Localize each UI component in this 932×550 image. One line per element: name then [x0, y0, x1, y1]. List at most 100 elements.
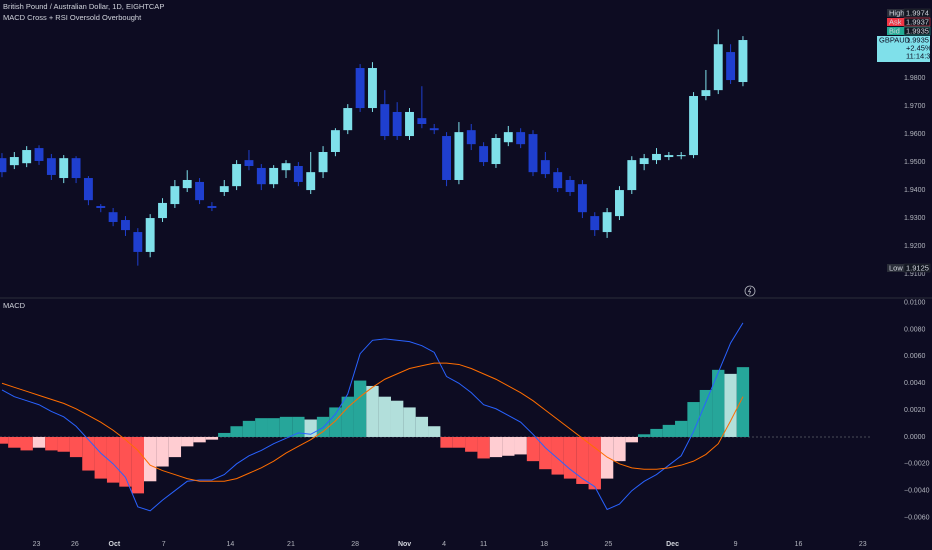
- histogram-bar: [563, 436, 577, 479]
- histogram-bar: [736, 367, 750, 437]
- badge-label-box: [887, 264, 904, 272]
- candle-body: [207, 206, 217, 208]
- candle-body: [528, 134, 538, 173]
- candle-body: [318, 151, 328, 173]
- candle-body: [232, 164, 242, 187]
- histogram-bar: [242, 420, 256, 437]
- x-tick-label: 21: [287, 541, 295, 548]
- histogram-bar: [502, 436, 515, 456]
- histogram-bar: [218, 432, 231, 437]
- histogram-bar: [181, 436, 194, 447]
- badge-value: 1.9125: [906, 263, 929, 272]
- candle-body: [738, 40, 748, 83]
- candle-body: [158, 202, 167, 219]
- replay-icon[interactable]: [744, 285, 756, 297]
- candle-body: [429, 128, 439, 131]
- indicator-line: [1, 362, 744, 482]
- histogram-bar: [230, 426, 243, 437]
- histogram-bar: [69, 436, 83, 458]
- candle-body: [368, 68, 377, 109]
- y-tick-label: 0.0000: [904, 434, 926, 441]
- candle-body: [602, 212, 612, 233]
- histogram-bar: [32, 436, 46, 448]
- candle-body: [577, 184, 587, 213]
- badge-value: 1.9937: [906, 17, 929, 26]
- histogram-bar: [724, 373, 737, 437]
- indicator-line: [1, 322, 744, 512]
- macd-title: MACD: [3, 301, 26, 310]
- candle-body: [34, 148, 44, 161]
- y-tick-label: 1.9500: [904, 159, 926, 166]
- candle-body: [553, 172, 563, 189]
- badge-value: 1.9974: [906, 8, 929, 17]
- histogram-bar: [94, 436, 107, 479]
- candle-body: [306, 172, 316, 191]
- x-tick-label: 23: [33, 541, 41, 548]
- candles: [0, 29, 748, 266]
- histogram-bar: [168, 436, 182, 458]
- histogram-bar: [662, 424, 676, 437]
- candle-body: [615, 190, 624, 217]
- candle-body: [121, 220, 130, 231]
- y-tick-label: −0.0020: [904, 461, 930, 468]
- histogram-bar: [687, 402, 700, 437]
- candle-body: [293, 165, 303, 182]
- histogram-bar: [699, 389, 713, 437]
- badge-label: Low: [889, 263, 903, 272]
- x-tick-label: 9: [734, 541, 738, 548]
- x-tick-label: 4: [442, 541, 446, 548]
- candle-body: [9, 157, 19, 166]
- y-tick-label: 0.0080: [904, 326, 926, 333]
- histogram-bar: [106, 436, 120, 483]
- histogram-bar: [20, 436, 33, 451]
- histogram-bar: [390, 400, 404, 437]
- y-tick-label: 0.0060: [904, 353, 926, 360]
- candle-body: [454, 132, 464, 180]
- histogram-bar: [650, 428, 663, 437]
- y-tick-label: 1.9300: [904, 215, 926, 222]
- histogram-bar: [57, 436, 70, 452]
- x-tick-label: 26: [71, 541, 79, 548]
- histogram-bar: [637, 434, 651, 437]
- histogram-bar: [193, 436, 206, 443]
- candle-body: [417, 118, 427, 125]
- candle-body: [281, 163, 291, 171]
- candle-body: [182, 179, 192, 189]
- histogram-bar: [440, 436, 453, 448]
- candle-body: [726, 52, 736, 81]
- candle-body: [664, 155, 674, 158]
- x-tick-label: 28: [351, 541, 359, 548]
- change-label: +2.45%: [906, 43, 932, 52]
- x-tick-label: 25: [604, 541, 612, 548]
- candle-body: [701, 90, 711, 97]
- candle-body: [516, 132, 526, 145]
- candle-body: [96, 206, 106, 208]
- icon-circle[interactable]: [744, 285, 756, 297]
- histogram-bar: [551, 436, 564, 475]
- histogram-bar: [625, 436, 638, 443]
- histogram-bar: [156, 436, 169, 467]
- y-tick-label: 1.9100: [904, 271, 926, 278]
- candle-body: [479, 146, 489, 163]
- badge-label: Ask: [889, 17, 902, 26]
- histogram-bar: [8, 436, 21, 448]
- histogram-bar: [415, 416, 429, 437]
- candle-body: [466, 130, 476, 145]
- badge-value-box: [903, 17, 931, 27]
- badge-label: Bid: [889, 26, 900, 35]
- histogram-bar: [292, 416, 305, 437]
- candle-body: [256, 167, 266, 185]
- histogram-bar: [477, 436, 490, 459]
- icon-bolt[interactable]: [747, 287, 752, 295]
- histogram-bar: [452, 436, 466, 448]
- histogram-bar: [600, 436, 614, 479]
- candle-body: [503, 132, 513, 143]
- candle-body: [540, 160, 550, 175]
- candle-body: [343, 108, 353, 131]
- candle-body: [676, 155, 686, 157]
- histogram-bar: [119, 436, 132, 487]
- y-tick-label: −0.0040: [904, 488, 930, 495]
- candle-body: [639, 158, 649, 165]
- x-tick-label: 23: [859, 541, 867, 548]
